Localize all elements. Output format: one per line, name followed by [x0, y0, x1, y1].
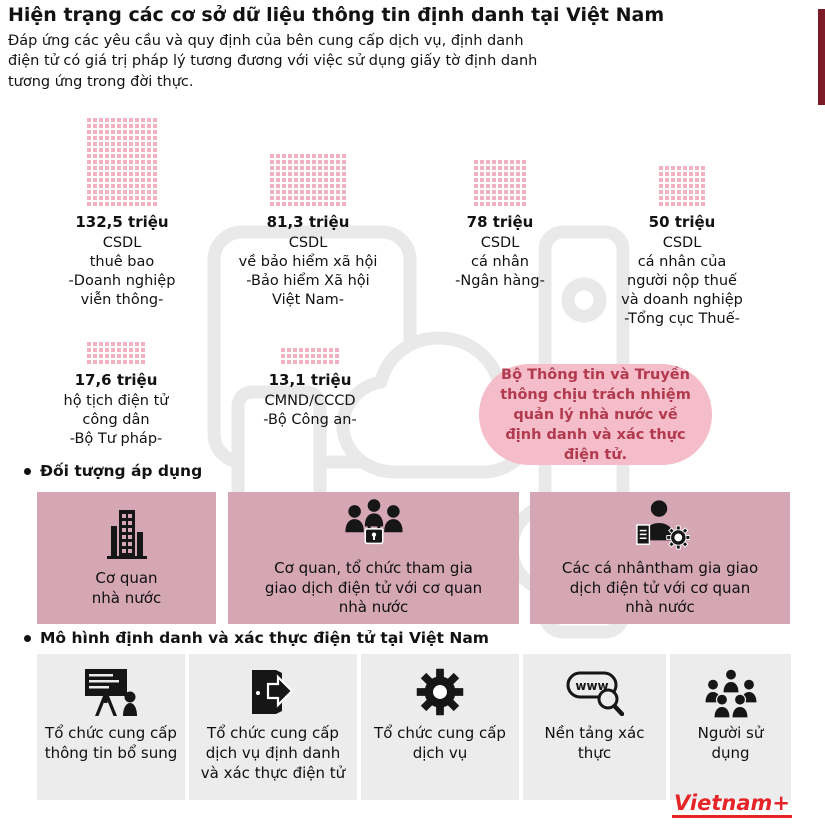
- database-value: 13,1 triệu: [268, 371, 352, 389]
- subject-box-individuals: Các cá nhântham gia giao dịch điện tử vớ…: [530, 492, 790, 624]
- waffle-chart: [87, 118, 157, 206]
- model-icon-wrap: [702, 665, 760, 719]
- database-label: CSDL về bảo hiểm xã hội -Bảo hiểm Xã hội…: [238, 234, 378, 309]
- database-block-social-insurance: 81,3 triệu CSDL về bảo hiểm xã hội -Bảo …: [224, 112, 392, 310]
- waffle-chart: [270, 154, 346, 206]
- bullet-icon: [24, 634, 31, 642]
- section-header-subjects: Đối tượng áp dụng: [24, 462, 202, 480]
- subject-label: Các cá nhântham gia giao dịch điện tử vớ…: [561, 558, 759, 617]
- model-cell-identity-provider: Tổ chức cung cấp dịch vụ định danh và xá…: [189, 654, 357, 800]
- subject-box-state-agency: Cơ quan nhà nước: [37, 492, 216, 624]
- database-value: 81,3 triệu: [266, 213, 350, 231]
- subject-box-organizations: Cơ quan, tổ chức tham gia giao dịch điện…: [228, 492, 519, 624]
- waffle-chart: [474, 160, 526, 206]
- waffle-wrap: [659, 112, 705, 206]
- vietnamplus-logo: Vietnam+: [672, 792, 792, 818]
- presentation-board-icon: [85, 669, 137, 716]
- top-right-accent-bar: [818, 9, 825, 105]
- section-title: Đối tượng áp dụng: [40, 462, 203, 480]
- model-label: Tổ chức cung cấp thông tin bổ sung: [44, 724, 178, 762]
- database-value: 50 triệu: [648, 213, 716, 231]
- ministry-note: Bộ Thông tin và Truyền thông chịu trách …: [479, 364, 712, 465]
- database-value: 78 triệu: [466, 213, 534, 231]
- individual-document-gear-icon: [636, 500, 690, 550]
- database-block-civil-status: 17,6 triệu hộ tịch điện tử công dân -Bộ …: [32, 340, 200, 449]
- waffle-chart: [659, 166, 705, 206]
- model-label: Người sử dụng: [697, 724, 764, 762]
- door-exit-icon: [252, 670, 294, 714]
- database-label: CMND/CCCD -Bộ Công an-: [263, 392, 357, 428]
- database-label: CSDL cá nhân của người nộp thuế và doanh…: [621, 234, 743, 328]
- database-label: CSDL thuê bao -Doanh nghiệp viễn thông-: [68, 234, 176, 309]
- waffle-wrap: [270, 112, 346, 206]
- users-group-icon: [703, 668, 758, 719]
- waffle-chart: [87, 342, 145, 364]
- model-icon-wrap: [414, 665, 466, 719]
- waffle-chart: [281, 348, 339, 364]
- model-cell-users: Người sử dụng: [670, 654, 791, 800]
- database-label: hộ tịch điện tử công dân -Bộ Tư pháp-: [63, 392, 169, 447]
- database-value: 17,6 triệu: [74, 371, 158, 389]
- waffle-wrap: [474, 112, 526, 206]
- database-block-id-cards: 13,1 triệu CMND/CCCD -Bộ Công an-: [226, 340, 394, 430]
- waffle-wrap: [87, 112, 157, 206]
- www-icon-text: www: [575, 679, 608, 693]
- database-label: CSDL cá nhân -Ngân hàng-: [455, 234, 545, 289]
- page-subtitle: Đáp ứng các yêu cầu và quy định của bên …: [8, 33, 538, 90]
- model-label: Tổ chức cung cấp dịch vụ: [374, 724, 506, 762]
- database-value: 132,5 triệu: [75, 213, 169, 231]
- government-building-icon: [106, 509, 147, 559]
- model-label: Tổ chức cung cấp dịch vụ định danh và xá…: [200, 724, 346, 782]
- subject-label: Cơ quan nhà nước: [91, 568, 162, 607]
- page-title: Hiện trạng các cơ sở dữ liệu thông tin đ…: [8, 4, 665, 26]
- organizations-group-lock-icon: [344, 499, 403, 544]
- model-icon-wrap: [83, 665, 139, 719]
- www-search-icon: www: [566, 671, 624, 716]
- model-icon-wrap: www: [566, 665, 624, 719]
- gear-icon: [416, 668, 464, 716]
- section-header-model: Mô hình định danh và xác thực điện tử tạ…: [24, 629, 489, 647]
- database-block-banking: 78 triệu CSDL cá nhân -Ngân hàng-: [416, 112, 584, 291]
- waffle-wrap: [87, 340, 145, 364]
- model-cell-auth-platform: www Nền tảng xác thực: [523, 654, 666, 800]
- model-cell-info-provider: Tổ chức cung cấp thông tin bổ sung: [37, 654, 185, 800]
- database-block-telecom: 132,5 triệu CSDL thuê bao -Doanh nghiệp …: [38, 112, 206, 310]
- database-block-tax: 50 triệu CSDL cá nhân của người nộp thuế…: [598, 112, 766, 329]
- model-label: Nền tảng xác thực: [544, 724, 645, 762]
- waffle-wrap: [281, 340, 339, 364]
- subject-label: Cơ quan, tổ chức tham gia giao dịch điện…: [264, 558, 483, 617]
- bullet-icon: [24, 467, 31, 475]
- model-cell-service-provider: Tổ chức cung cấp dịch vụ: [361, 654, 519, 800]
- model-icon-wrap: [248, 665, 298, 719]
- section-title: Mô hình định danh và xác thực điện tử tạ…: [40, 629, 489, 647]
